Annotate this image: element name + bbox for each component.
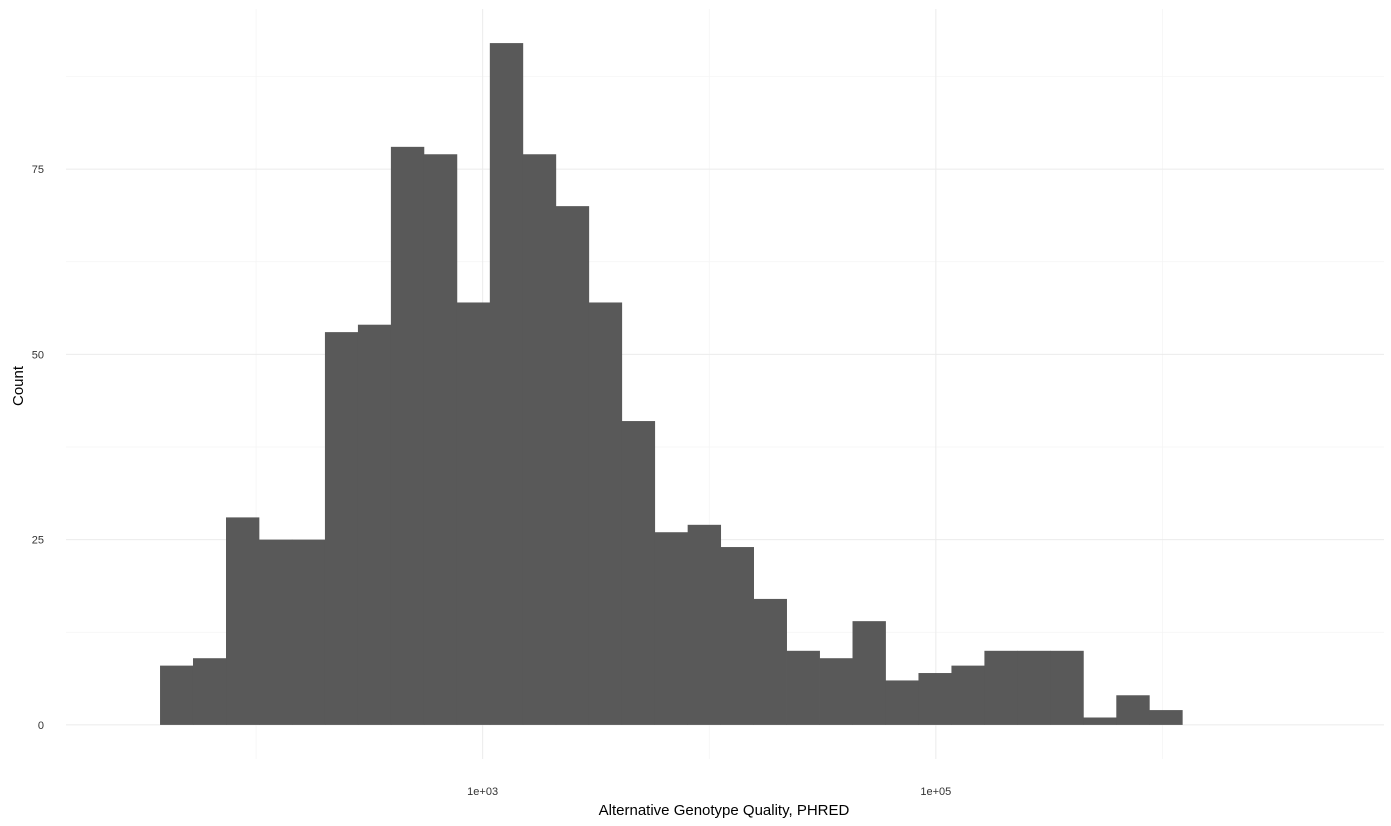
y-tick-label: 50 bbox=[32, 349, 44, 361]
histogram-bar bbox=[753, 598, 787, 725]
histogram-bar bbox=[555, 206, 590, 725]
histogram-bar bbox=[654, 532, 689, 725]
histogram-bar bbox=[324, 332, 359, 725]
bars-layer bbox=[160, 43, 1183, 725]
x-axis-title: Alternative Genotype Quality, PHRED bbox=[599, 802, 850, 819]
y-axis-title: Count bbox=[10, 365, 27, 406]
x-tick-label: 1e+05 bbox=[920, 786, 951, 798]
histogram-bar bbox=[489, 43, 524, 725]
histogram-bar bbox=[885, 680, 919, 725]
x-tick-label: 1e+03 bbox=[467, 786, 498, 798]
y-tick-label: 25 bbox=[32, 535, 44, 547]
y-tick-label: 75 bbox=[32, 164, 44, 176]
histogram-bar bbox=[786, 650, 820, 725]
histogram-bar bbox=[160, 665, 194, 725]
histogram-bar bbox=[588, 302, 623, 725]
histogram-bar bbox=[819, 658, 853, 725]
y-tick-label: 0 bbox=[38, 720, 44, 732]
histogram-bar bbox=[291, 539, 326, 725]
histogram-bar bbox=[390, 146, 425, 725]
histogram-bar bbox=[423, 154, 458, 725]
histogram-bar bbox=[522, 154, 557, 725]
histogram-bar bbox=[1149, 710, 1183, 725]
histogram-bar bbox=[258, 539, 293, 725]
histogram-bar bbox=[192, 658, 227, 725]
histogram-bar bbox=[1083, 717, 1117, 725]
histogram-bar bbox=[720, 547, 755, 725]
x-tick-labels: 1e+03 1e+05 bbox=[467, 786, 951, 798]
histogram-bar bbox=[918, 673, 952, 725]
histogram-bar bbox=[456, 302, 491, 725]
histogram-bar bbox=[226, 517, 260, 725]
histogram-bar bbox=[1017, 650, 1051, 725]
histogram-bar bbox=[852, 621, 886, 725]
histogram-bar bbox=[951, 665, 985, 725]
histogram-bar bbox=[1050, 650, 1084, 725]
y-tick-labels: 0 25 50 75 bbox=[32, 164, 44, 732]
histogram-bar bbox=[357, 324, 392, 725]
histogram-bar bbox=[687, 524, 722, 725]
histogram-bar bbox=[984, 650, 1018, 725]
histogram-bar bbox=[621, 421, 656, 725]
grid-layer bbox=[66, 9, 1384, 759]
histogram-bar bbox=[1116, 695, 1150, 725]
